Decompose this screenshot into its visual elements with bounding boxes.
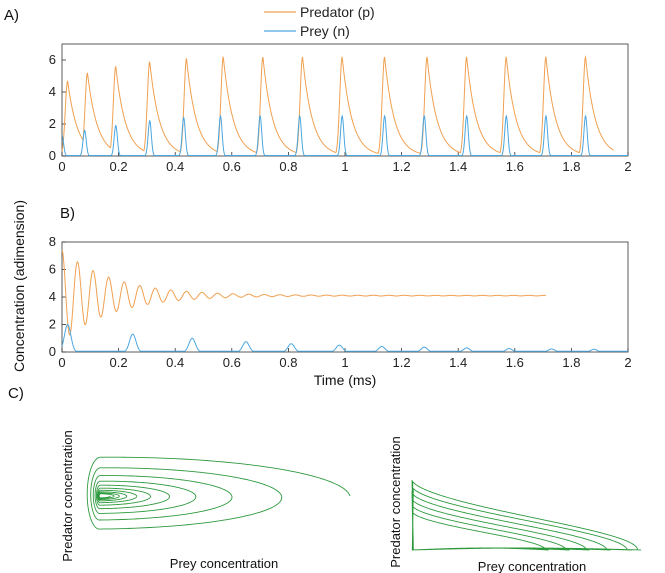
legend: Predator (p) Prey (n)	[264, 4, 375, 39]
panel-a-xtick-label: 1.8	[562, 159, 580, 174]
panel-b-frame	[61, 241, 629, 353]
panel-a-label: A)	[4, 7, 19, 24]
panel-b-ytick-label: 6	[49, 262, 56, 277]
panel-a-xtick-label: 0.4	[166, 159, 184, 174]
panel-b-xtick-label: 0	[58, 355, 65, 370]
panel-b-ytick-label: 4	[49, 289, 56, 304]
panel-a-ytick-label: 6	[49, 52, 56, 67]
panel-a-xtick-label: 1.6	[506, 159, 524, 174]
panel-a-xtick-label: 0.6	[223, 159, 241, 174]
panel-a-xtick-label: 0	[58, 159, 65, 174]
panel-a-xtick-label: 1.4	[449, 159, 467, 174]
panel-c-left-chart: Prey concentration Predator concentratio…	[60, 430, 351, 571]
panel-b-xtick-label: 0.6	[223, 355, 241, 370]
panel-b-xtick-label: 0.8	[279, 355, 297, 370]
panel-a-ytick-label: 4	[49, 84, 56, 99]
legend-prey-label: Prey (n)	[300, 23, 350, 39]
panel-b-xlabel: Time (ms)	[314, 372, 376, 388]
panel-c-left-trajectory	[86, 456, 351, 530]
panel-b-ytick-label: 0	[49, 344, 56, 359]
panel-b-xtick-label: 1.8	[562, 355, 580, 370]
panel-b-ytick-label: 2	[49, 317, 56, 332]
panel-b-chart: 0 0.2 0.4 0.6 0.8 1 1.2 1.4 1.6 1.8 2 0 2 4 6 8 Time (m…	[49, 234, 632, 388]
panel-a-xtick-label: 0.2	[110, 159, 128, 174]
panel-b-prey-line	[61, 323, 628, 352]
panel-b-xtick-label: 0.2	[110, 355, 128, 370]
panel-c-left-ylabel: Predator concentration	[60, 430, 75, 562]
panel-a-xtick-label: 1.2	[393, 159, 411, 174]
panel-b-xtick-label: 1	[341, 355, 348, 370]
panel-b-xtick-label: 0.4	[166, 355, 184, 370]
panel-a-ytick-label: 2	[49, 116, 56, 131]
panel-b-ytick-label: 8	[49, 234, 56, 249]
panel-b-label: B)	[60, 205, 75, 222]
panel-a-chart: 0 0.2 0.4 0.6 0.8 1 1.2 1.4 1.6 1.8 2 0 2 4 6	[49, 43, 632, 174]
panel-c-right-ylabel: Predator concentration	[388, 436, 403, 568]
panel-a-xtick-label: 2	[624, 159, 631, 174]
panel-c-right-trajectory	[411, 479, 642, 551]
panel-b-xtick-label: 2	[624, 355, 631, 370]
panel-b-xtick-label: 1.6	[506, 355, 524, 370]
panel-a-xtick-label: 1	[341, 159, 348, 174]
panel-b-predator-line	[61, 249, 546, 336]
legend-predator-label: Predator (p)	[300, 4, 375, 20]
panel-b-xtick-label: 1.4	[449, 355, 467, 370]
panel-a-prey-line	[61, 114, 628, 157]
panel-c-left-xlabel: Prey concentration	[170, 556, 278, 571]
panel-c-right-xlabel: Prey concentration	[478, 559, 586, 573]
panel-a-predator-line	[61, 55, 615, 154]
panel-a-ytick-label: 0	[49, 148, 56, 163]
panel-c-label: C)	[8, 385, 24, 402]
panel-c-right-chart: Prey concentration Predator concentratio…	[388, 436, 642, 573]
panel-b-xtick-label: 1.2	[393, 355, 411, 370]
panel-a-xtick-label: 0.8	[279, 159, 297, 174]
shared-ylabel: Concentration (adimension)	[11, 200, 27, 372]
